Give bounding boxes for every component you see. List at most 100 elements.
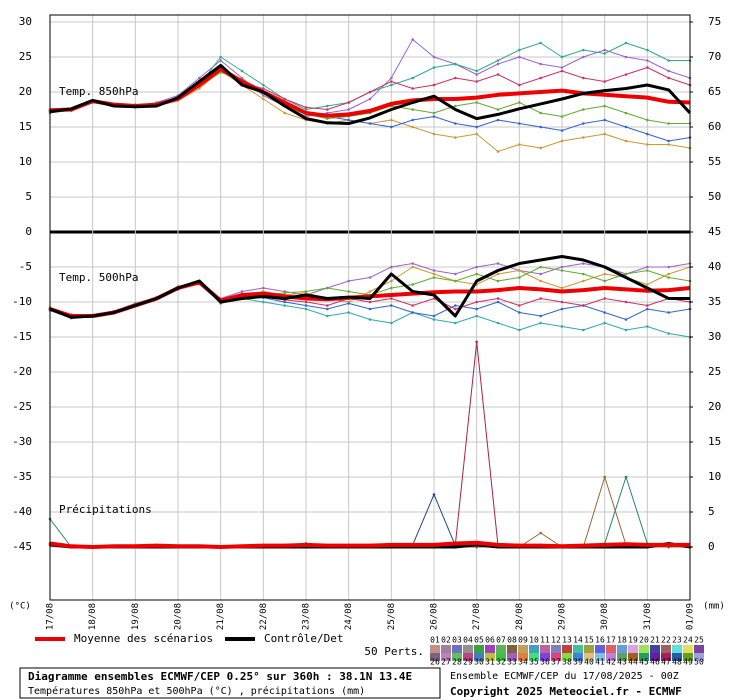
- series-point: [411, 262, 414, 265]
- y-tick-label: -40: [12, 505, 32, 518]
- series-point: [560, 307, 564, 311]
- series-point: [432, 132, 436, 136]
- series-point: [411, 76, 414, 80]
- series-point: [454, 279, 457, 283]
- series-point: [603, 80, 606, 83]
- legend-key-label: 31: [485, 658, 495, 667]
- legend-swatch: [595, 645, 605, 653]
- y-tick-label: -15: [12, 330, 32, 343]
- series-point: [432, 276, 436, 279]
- series-point: [411, 265, 414, 269]
- series-point: [262, 83, 265, 87]
- series-point: [347, 108, 350, 111]
- series-point: [304, 300, 308, 304]
- legend-swatch: [529, 653, 539, 661]
- series-point: [475, 272, 478, 276]
- y-axis-unit: (°C): [9, 602, 31, 612]
- series-point: [390, 279, 393, 283]
- series-point: [667, 139, 670, 143]
- y2-tick-label: 10: [708, 470, 721, 483]
- y-tick-label: 20: [19, 85, 32, 98]
- series-point: [560, 269, 564, 272]
- series-point: [624, 475, 628, 479]
- legend-swatch: [573, 653, 583, 661]
- series-point: [667, 122, 670, 125]
- series-point: [560, 129, 564, 132]
- legend-key-label: 42: [606, 658, 616, 667]
- series-point: [603, 104, 606, 108]
- series-line: [49, 540, 690, 549]
- x-tick-label: 18/08: [88, 603, 98, 630]
- series-point: [539, 321, 542, 325]
- legend-swatch: [507, 645, 517, 653]
- series-point: [304, 307, 308, 311]
- series-point: [283, 300, 286, 304]
- footer-copyright: Copyright 2025 Meteociel.fr - ECMWF: [450, 685, 682, 698]
- legend-swatch: [540, 645, 550, 653]
- legend-swatch: [639, 645, 649, 653]
- legend-key-label: 45: [639, 658, 649, 667]
- series-point: [262, 94, 265, 97]
- series-point: [326, 314, 329, 318]
- legend-key-label: 12: [551, 636, 561, 645]
- series-lines: [48, 38, 692, 549]
- series-point: [582, 108, 585, 111]
- series-point: [560, 286, 564, 290]
- legend-swatch: [551, 645, 561, 653]
- series-point: [518, 269, 521, 272]
- panel-label: Temp. 500hPa: [59, 271, 138, 284]
- legend-swatch: [463, 645, 473, 653]
- series-point: [518, 101, 521, 104]
- series-point: [390, 83, 393, 87]
- legend-swatch: [496, 645, 506, 653]
- series-point: [454, 136, 457, 139]
- legend-swatch: [474, 653, 484, 661]
- legend-swatch: [661, 653, 671, 661]
- series-point: [518, 122, 521, 125]
- series-point: [646, 325, 649, 328]
- legend-swatch: [441, 645, 451, 653]
- series-point: [646, 132, 649, 136]
- series-point: [219, 55, 222, 59]
- series-point: [326, 104, 329, 108]
- series-point: [603, 321, 606, 325]
- y-tick-label: -25: [12, 400, 32, 413]
- legend-swatch: [606, 645, 616, 653]
- series-point: [432, 66, 436, 69]
- legend-swatch: [551, 653, 561, 661]
- x-tick-label: 17/08: [46, 603, 56, 630]
- series-point: [283, 291, 286, 295]
- y2-tick-label: 75: [708, 15, 721, 28]
- legend-key-label: 09: [518, 636, 528, 645]
- series-point: [411, 311, 414, 314]
- series-point: [390, 125, 393, 129]
- legend-swatch: [628, 653, 638, 661]
- y2-tick-label: 15: [708, 435, 721, 448]
- legend-key-label: 24: [683, 636, 693, 645]
- legend-swatch: [430, 653, 440, 661]
- series-point: [475, 340, 478, 344]
- series-line: [49, 255, 690, 319]
- series-point: [411, 118, 414, 122]
- series-point: [496, 262, 500, 265]
- legend-key-label: 18: [617, 636, 627, 645]
- series-point: [582, 48, 585, 52]
- series-point: [432, 272, 436, 276]
- series-point: [432, 83, 436, 87]
- series-point: [539, 111, 542, 115]
- legend-key-label: 41: [595, 658, 605, 667]
- series-point: [539, 297, 542, 300]
- series-point: [262, 286, 265, 290]
- legend-key-label: 07: [496, 636, 506, 645]
- series-point: [326, 304, 329, 307]
- series-point: [240, 290, 244, 293]
- series-point: [582, 262, 585, 265]
- y2-axis-unit: (mm): [703, 602, 725, 612]
- panel-label: Précipitations: [59, 503, 152, 516]
- series-point: [624, 318, 628, 321]
- x-tick-label: 29/08: [558, 603, 568, 630]
- series-point: [475, 69, 478, 73]
- legend-key-label: 22: [661, 636, 671, 645]
- legend-key-label: 37: [551, 658, 561, 667]
